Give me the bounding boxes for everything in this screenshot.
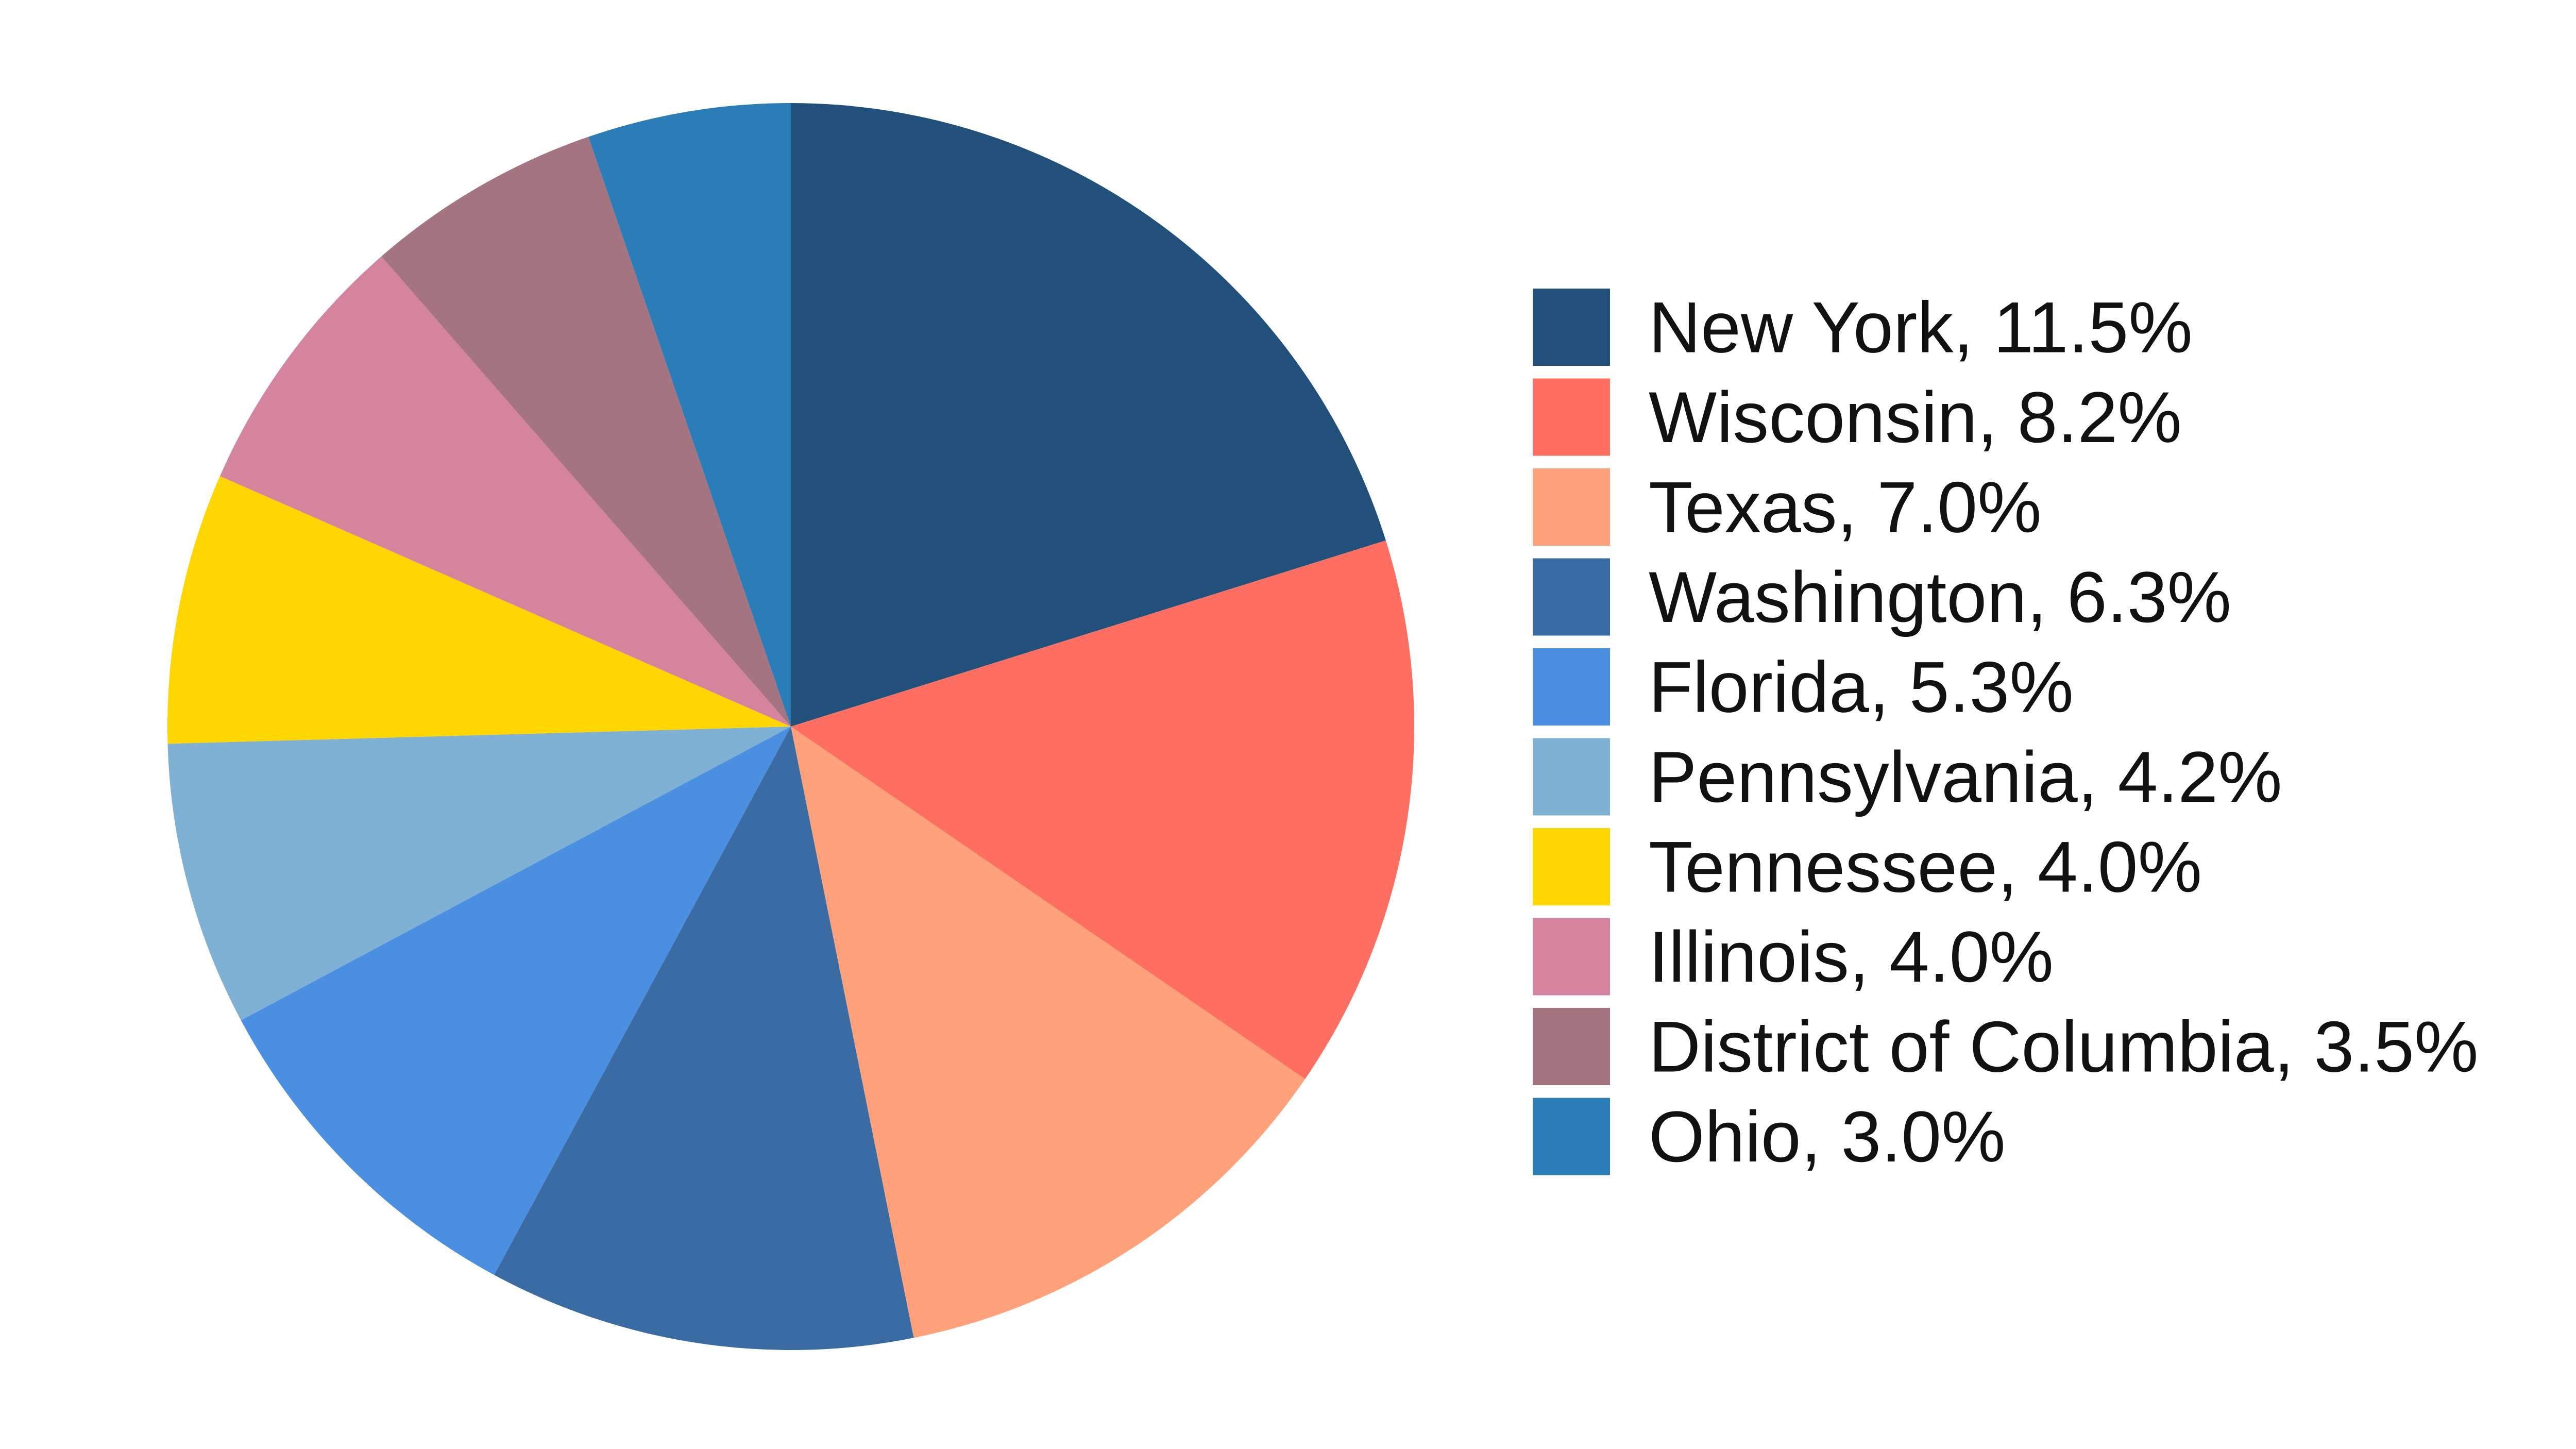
legend-label-3: Washington, 6.3% [1649,557,2231,637]
legend-swatch-5 [1533,738,1610,816]
pie-slice-9 [588,103,791,727]
pie-slices [167,103,1415,1350]
pie-slice-7 [219,256,791,727]
legend-swatch-7 [1533,918,1610,996]
legend-swatch-2 [1533,468,1610,546]
pie-slice-4 [241,727,791,1275]
legend-swatch-0 [1533,289,1610,366]
legend-swatch-4 [1533,648,1610,726]
legend: New York, 11.5% Wisconsin, 8.2% Texas, 7.0… [1533,287,2479,1177]
legend-label-1: Wisconsin, 8.2% [1649,377,2182,458]
legend-swatch-8 [1533,1008,1610,1085]
legend-swatch-3 [1533,558,1610,636]
pie-slice-6 [167,476,791,744]
pie-slice-8 [381,137,791,727]
legend-label-0: New York, 11.5% [1649,287,2193,368]
legend-swatch-6 [1533,828,1610,905]
legend-label-6: Tennessee, 4.0% [1649,827,2202,907]
legend-label-4: Florida, 5.3% [1649,647,2074,728]
legend-label-7: Illinois, 4.0% [1649,916,2054,997]
pie-slice-2 [791,727,1306,1338]
legend-swatch-1 [1533,378,1610,456]
legend-label-2: Texas, 7.0% [1649,467,2042,548]
legend-swatch-9 [1533,1098,1610,1175]
legend-label-8: District of Columbia, 3.5% [1649,1006,2479,1087]
pie-slice-0 [791,103,1386,727]
legend-label-9: Ohio, 3.0% [1649,1096,2006,1177]
legend-label-5: Pennsylvania, 4.2% [1649,736,2282,817]
pie-slice-5 [167,727,791,1021]
pie-slice-3 [494,727,914,1350]
pie-slice-1 [791,540,1415,1079]
